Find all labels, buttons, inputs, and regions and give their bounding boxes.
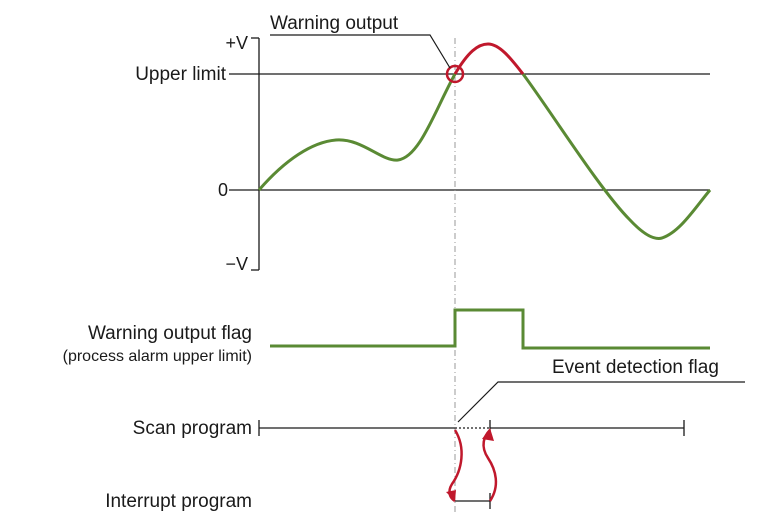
warning-output-label: Warning output	[270, 13, 399, 34]
scan-program-label: Scan program	[133, 418, 252, 439]
return-to-scan-arrow	[482, 429, 498, 502]
event-detection-flag-label: Event detection flag	[552, 357, 719, 378]
upper-limit-label: Upper limit	[135, 64, 227, 85]
interrupt-program-label: Interrupt program	[105, 491, 252, 512]
minus-v-label: −V	[225, 254, 248, 274]
return-to-scan-arrowhead	[482, 428, 494, 441]
signal-waveform-falling	[521, 73, 712, 240]
signal-waveform	[257, 73, 457, 191]
plus-v-label: +V	[225, 33, 248, 53]
jump-to-interrupt-arrowhead	[446, 490, 456, 501]
warning-output-flag-label: Warning output flag	[88, 323, 252, 344]
event-detection-leader	[457, 381, 745, 423]
warning-output-leader	[270, 34, 451, 69]
warning-output-marker	[445, 64, 465, 84]
jump-to-interrupt-arrow	[448, 429, 463, 503]
zero-label: 0	[218, 180, 228, 200]
process-alarm-label: (process alarm upper limit)	[63, 348, 252, 365]
signal-above-limit	[453, 42, 525, 75]
warning-output-flag-signal	[270, 308, 710, 350]
